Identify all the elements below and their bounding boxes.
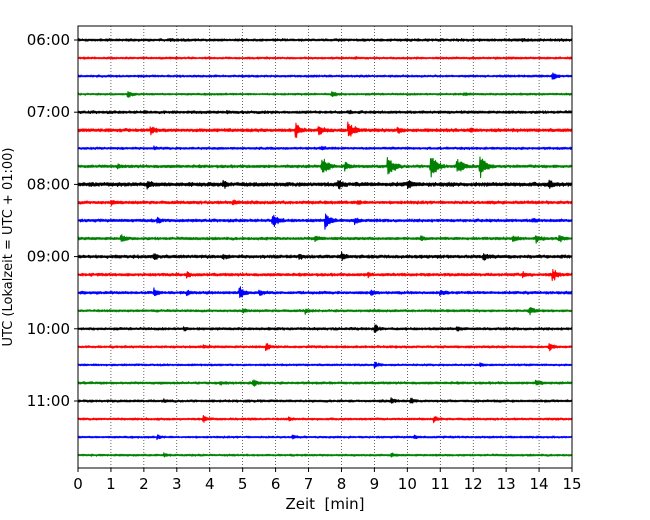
- y-tick-label: 08:00: [27, 175, 70, 193]
- x-tick-label: 3: [172, 475, 182, 493]
- trace-0645: [77, 91, 573, 98]
- y-tick-label: 11:00: [27, 392, 70, 410]
- x-tick-label: 5: [238, 475, 248, 493]
- trace-0900: [77, 251, 573, 261]
- x-tick-label: 14: [530, 475, 549, 493]
- x-tick-label: 12: [464, 475, 483, 493]
- x-axis-label: Zeit [min]: [285, 495, 364, 513]
- trace-0945: [77, 307, 573, 316]
- trace-1000: [77, 324, 573, 333]
- trace-0915: [77, 268, 573, 282]
- trace-1015: [77, 343, 573, 352]
- plot-frame: [77, 25, 573, 469]
- trace-0745: [77, 156, 573, 179]
- x-tick-label: 10: [398, 475, 417, 493]
- x-tick-label: 8: [337, 475, 347, 493]
- y-axis: 06:00 07:00 08:00 09:00 10:00 11:00: [27, 31, 78, 410]
- trace-0800: [77, 179, 573, 190]
- x-tick-label: 7: [304, 475, 314, 493]
- trace-1145: [77, 452, 573, 458]
- y-axis-label: UTC (Lokalzeit = UTC + 01:00): [1, 148, 16, 347]
- x-tick-label: 0: [73, 475, 83, 493]
- trace-0930: [77, 286, 573, 299]
- x-tick-label: 2: [139, 475, 149, 493]
- trace-1115: [77, 415, 573, 424]
- trace-0845: [77, 234, 573, 244]
- x-axis: 0 1 2 3 4 5 6 7 8 9 10 11 12 13 14 15: [73, 468, 582, 493]
- trace-0630: [77, 72, 573, 80]
- trace-0730: [77, 145, 573, 151]
- x-tick-label: 6: [271, 475, 281, 493]
- trace-0715: [77, 121, 573, 138]
- y-tick-label: 09:00: [27, 248, 70, 266]
- x-tick-label: 15: [562, 475, 581, 493]
- trace-0600: [77, 37, 573, 43]
- x-tick-label: 4: [205, 475, 215, 493]
- trace-1100: [77, 397, 573, 404]
- x-tick-label: 11: [431, 475, 450, 493]
- trace-group: [77, 37, 573, 458]
- x-tick-label: 1: [106, 475, 116, 493]
- trace-0700: [77, 109, 573, 115]
- y-tick-label: 10:00: [27, 320, 70, 338]
- trace-0815: [77, 199, 573, 206]
- trace-1130: [77, 434, 573, 441]
- y-tick-label: 07:00: [27, 103, 70, 121]
- trace-0830: [77, 213, 573, 230]
- x-tick-label: 13: [497, 475, 516, 493]
- y-tick-label: 06:00: [27, 31, 70, 49]
- trace-0615: [77, 56, 573, 60]
- x-tick-label: 9: [370, 475, 380, 493]
- trace-1045: [77, 379, 573, 387]
- trace-1030: [77, 361, 573, 369]
